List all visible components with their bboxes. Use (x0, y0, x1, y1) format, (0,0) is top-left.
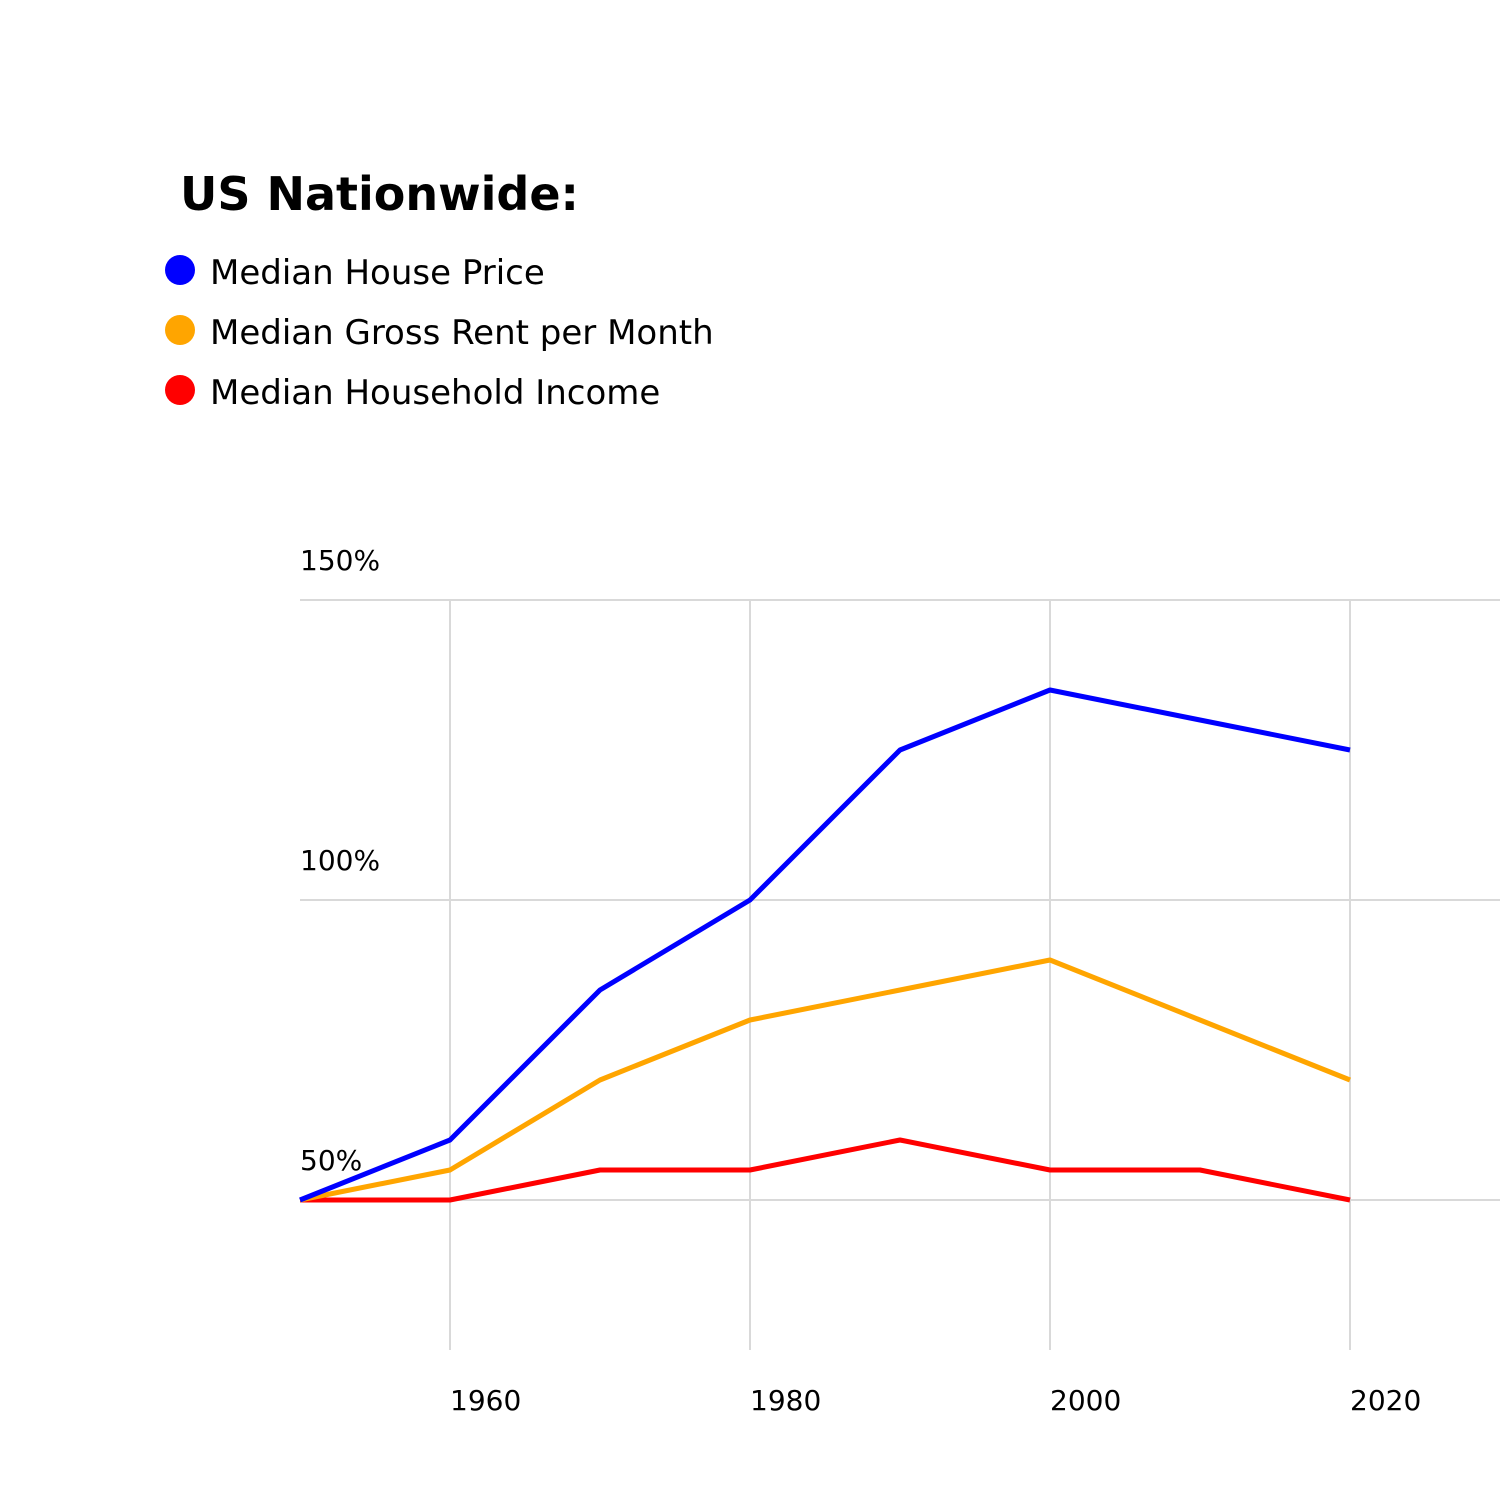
x-tick-label-2020: 2020 (1350, 1384, 1421, 1417)
series-line-median-gross-rent-per-month (299, 957, 1351, 1203)
x-tick-label-1980: 1980 (750, 1384, 821, 1417)
chart-legend: Median House Price Median Gross Rent per… (165, 253, 714, 413)
y-tick-label-150: 150% (300, 544, 380, 577)
x-tick-label-1960: 1960 (450, 1384, 521, 1417)
series-lines (299, 687, 1351, 1203)
legend-label-median-gross-rent: Median Gross Rent per Month (210, 313, 714, 353)
y-tick-label-50: 50% (300, 1144, 362, 1177)
y-axis-tick-labels: 50% 100% 150% (300, 544, 380, 1177)
chart-title: US Nationwide: (180, 167, 579, 221)
series-line-median-household-income (300, 1137, 1351, 1203)
legend-item-median-house-price: Median House Price (165, 253, 545, 293)
legend-label-median-household-income: Median Household Income (210, 373, 660, 413)
x-axis-tick-labels: 1960 1980 2000 2020 (450, 1384, 1421, 1417)
legend-label-median-house-price: Median House Price (210, 253, 545, 293)
legend-marker-median-household-income (165, 375, 195, 405)
series-line-median-house-price (299, 687, 1351, 1203)
legend-item-median-household-income: Median Household Income (165, 373, 660, 413)
legend-marker-median-house-price (165, 255, 195, 285)
chart-grid (300, 599, 1500, 1350)
legend-marker-median-gross-rent (165, 315, 195, 345)
legend-item-median-gross-rent: Median Gross Rent per Month (165, 313, 714, 353)
x-tick-label-2000: 2000 (1050, 1384, 1121, 1417)
y-tick-label-100: 100% (300, 844, 380, 877)
